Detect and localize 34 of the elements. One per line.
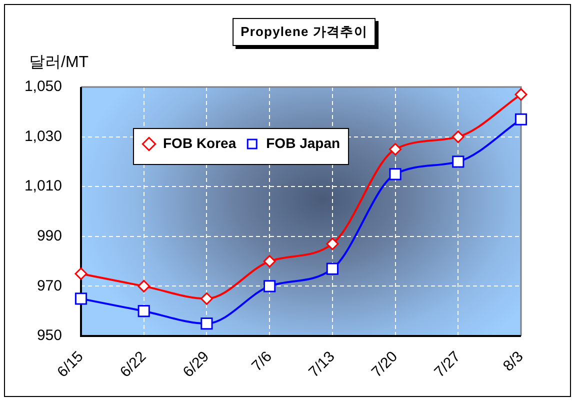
point (452, 130, 464, 144)
x-tick-label: 7/13 (306, 348, 338, 381)
y-tick-label: 950 (36, 327, 62, 344)
point (514, 88, 528, 101)
point (138, 305, 150, 318)
point (514, 113, 528, 126)
y-tick-label: 1,010 (24, 178, 62, 195)
legend-label: FOB Korea (163, 134, 236, 151)
legend-label: FOB Japan (266, 134, 340, 151)
point (326, 262, 338, 275)
point (263, 255, 276, 268)
point (74, 292, 88, 305)
point (326, 238, 339, 250)
x-tick-label: 7/27 (431, 348, 464, 381)
x-tick-label: 6/22 (116, 348, 150, 381)
point (264, 280, 276, 292)
x-tick-label: 8/3 (500, 348, 527, 375)
point (389, 143, 402, 156)
x-tick-label: 7/20 (368, 348, 402, 381)
point (74, 268, 88, 280)
y-tick-label: 970 (36, 277, 62, 294)
y-axis-title: 달러/MT (29, 53, 89, 73)
y-tick-label: 1,030 (24, 128, 62, 145)
point (452, 156, 464, 168)
y-tick-label: 990 (36, 228, 62, 245)
point (200, 317, 213, 330)
x-tick-label: 6/15 (54, 348, 87, 381)
point (200, 292, 213, 305)
chart-title: Propylene 가격추이 (232, 18, 376, 46)
x-tick-label: 6/29 (180, 348, 212, 381)
y-tick-label: 1,050 (24, 78, 62, 96)
x-tick-label: 7/6 (248, 348, 276, 375)
point (138, 280, 150, 292)
point (389, 168, 402, 180)
